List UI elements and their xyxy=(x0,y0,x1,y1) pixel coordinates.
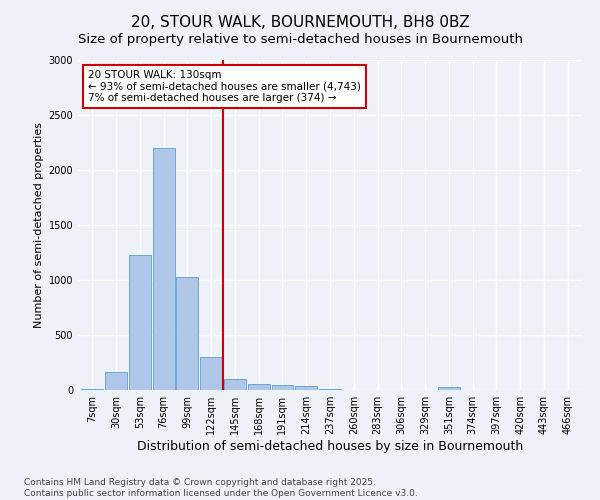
Bar xyxy=(176,276,198,390)
X-axis label: Distribution of semi-detached houses by size in Bournemouth: Distribution of semi-detached houses by … xyxy=(137,440,523,453)
Bar xyxy=(200,357,222,390)
Bar xyxy=(224,379,246,390)
Text: 20 STOUR WALK: 130sqm
← 93% of semi-detached houses are smaller (4,743)
7% of se: 20 STOUR WALK: 130sqm ← 93% of semi-deta… xyxy=(88,70,361,103)
Bar xyxy=(105,372,127,390)
Bar xyxy=(272,384,293,390)
Text: Size of property relative to semi-detached houses in Bournemouth: Size of property relative to semi-detach… xyxy=(77,32,523,46)
Bar xyxy=(129,254,151,390)
Bar xyxy=(152,148,175,390)
Bar xyxy=(248,384,269,390)
Text: Contains HM Land Registry data © Crown copyright and database right 2025.
Contai: Contains HM Land Registry data © Crown c… xyxy=(24,478,418,498)
Bar xyxy=(438,387,460,390)
Y-axis label: Number of semi-detached properties: Number of semi-detached properties xyxy=(34,122,44,328)
Bar xyxy=(82,389,103,390)
Bar xyxy=(295,386,317,390)
Text: 20, STOUR WALK, BOURNEMOUTH, BH8 0BZ: 20, STOUR WALK, BOURNEMOUTH, BH8 0BZ xyxy=(131,15,469,30)
